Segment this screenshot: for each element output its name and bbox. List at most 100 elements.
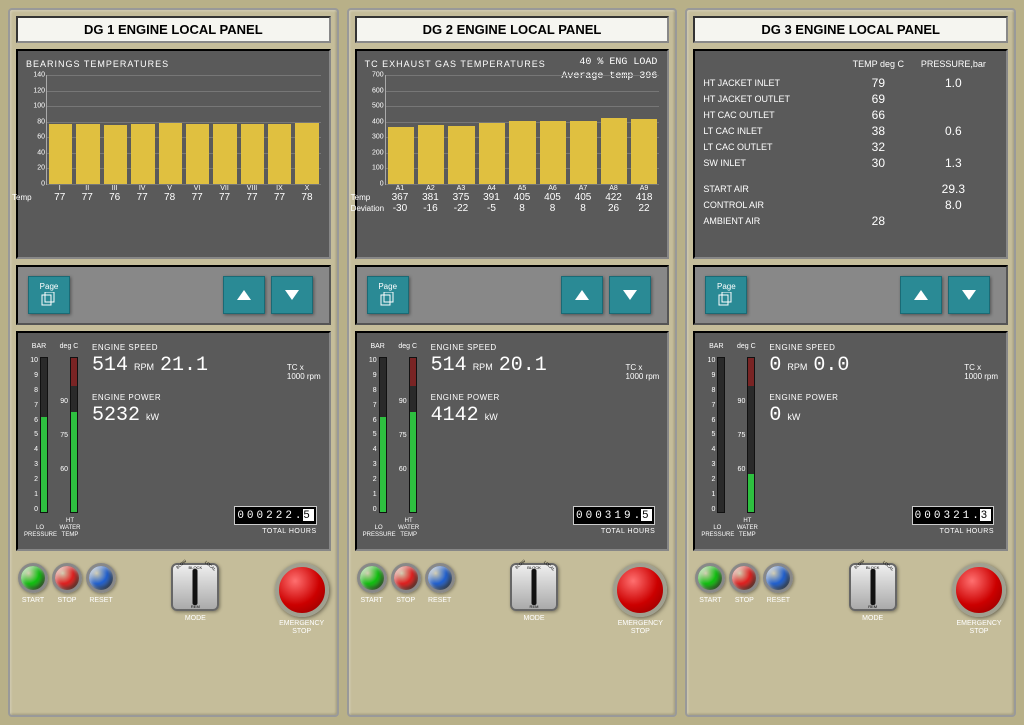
mode-label: MODE <box>185 615 206 622</box>
engine-power-label: ENGINE POWER <box>431 393 660 402</box>
engine-speed-label: ENGINE SPEED <box>769 343 998 352</box>
mode-label: MODE <box>524 615 545 622</box>
reset-button-label: RESET <box>428 597 451 604</box>
tc-label: TC x1000 rpm <box>964 363 998 381</box>
chart-title: BEARINGS TEMPERATURES <box>26 59 321 69</box>
nav-row: Page <box>693 265 1008 325</box>
bar <box>131 124 154 184</box>
reset-button-label: RESET <box>767 597 790 604</box>
down-button[interactable] <box>271 276 313 314</box>
bar <box>241 124 264 184</box>
gauge-screen: BAR109876543210LOPRESSUREdeg C907560HTWA… <box>16 331 331 551</box>
stop-button-label: STOP <box>396 597 415 604</box>
engine-speed-value: 514 <box>431 354 467 377</box>
reset-button[interactable] <box>763 563 793 593</box>
temp-row: Temp367381375391405405405422418 <box>385 192 660 203</box>
bar <box>104 125 127 184</box>
panel-title: DG 3 ENGINE LOCAL PANEL <box>693 16 1008 43</box>
x-axis-labels: A1A2A3A4A5A6A7A8A9 <box>385 185 660 192</box>
emergency-stop-button[interactable] <box>275 563 329 617</box>
deviation-row: Deviation-30-16-22-58882622 <box>385 203 660 214</box>
engine-speed-value: 514 <box>92 354 128 377</box>
emergency-stop-label: EMERGENCYSTOP <box>279 620 324 636</box>
table-row: HT CAC OUTLET66 <box>703 107 998 123</box>
ht-water-gauge: deg C907560HTWATERTEMP <box>56 343 82 539</box>
table-row: HT JACKET OUTLET69 <box>703 91 998 107</box>
upper-screen: BEARINGS TEMPERATURES020406080100120140I… <box>16 49 331 259</box>
lo-pressure-gauge: BAR109876543210LOPRESSURE <box>365 343 391 539</box>
nav-row: Page <box>16 265 331 325</box>
engine-power-label: ENGINE POWER <box>769 393 998 402</box>
bar <box>448 126 474 184</box>
bar <box>631 119 657 184</box>
engine-speed-label: ENGINE SPEED <box>431 343 660 352</box>
up-button[interactable] <box>900 276 942 314</box>
bar <box>479 123 505 184</box>
stop-button[interactable] <box>729 563 759 593</box>
ht-water-gauge: deg C907560HTWATERTEMP <box>395 343 421 539</box>
reset-button[interactable] <box>425 563 455 593</box>
up-button[interactable] <box>223 276 265 314</box>
table-row: START AIR29.3 <box>703 181 998 197</box>
emergency-stop-label: EMERGENCYSTOP <box>618 620 663 636</box>
bar <box>186 124 209 184</box>
page-button[interactable]: Page <box>705 276 747 314</box>
table-row: CONTROL AIR8.0 <box>703 197 998 213</box>
control-row: STARTSTOPRESETBLOWBLOCKLOCALREMMODEEMERG… <box>693 557 1008 636</box>
total-hours: 000319.5TOTAL HOURS <box>573 505 655 535</box>
engine-power-label: ENGINE POWER <box>92 393 321 402</box>
start-button[interactable] <box>695 563 725 593</box>
emergency-stop-button[interactable] <box>952 563 1006 617</box>
tc-rpm-value: 0.0 <box>813 354 849 377</box>
emergency-stop-button[interactable] <box>613 563 667 617</box>
reset-button[interactable] <box>86 563 116 593</box>
engine-power-value: 5232 <box>92 404 140 427</box>
bar <box>268 124 291 184</box>
mode-switch[interactable]: BLOWBLOCKLOCALREM <box>510 563 558 611</box>
up-button[interactable] <box>561 276 603 314</box>
bar <box>159 123 182 184</box>
dg1-panel: DG 1 ENGINE LOCAL PANELBEARINGS TEMPERAT… <box>8 8 339 717</box>
mode-switch[interactable]: BLOWBLOCKLOCALREM <box>849 563 897 611</box>
lo-pressure-gauge: BAR109876543210LOPRESSURE <box>26 343 52 539</box>
emergency-stop-label: EMERGENCYSTOP <box>956 620 1001 636</box>
lo-pressure-gauge: BAR109876543210LOPRESSURE <box>703 343 729 539</box>
start-button[interactable] <box>18 563 48 593</box>
bar-chart: 0100200300400500600700 <box>385 75 660 185</box>
tc-rpm-value: 20.1 <box>499 354 547 377</box>
upper-screen: TC EXHAUST GAS TEMPERATURES40 % ENG LOAD… <box>355 49 670 259</box>
start-button[interactable] <box>357 563 387 593</box>
bar <box>601 118 627 184</box>
bar <box>388 127 414 184</box>
mode-switch[interactable]: BLOWBLOCKLOCALREM <box>171 563 219 611</box>
tc-rpm-value: 21.1 <box>160 354 208 377</box>
tc-label: TC x1000 rpm <box>287 363 321 381</box>
down-button[interactable] <box>948 276 990 314</box>
temp-row: Temp77777677787777777778 <box>46 192 321 203</box>
stop-button[interactable] <box>52 563 82 593</box>
gauge-screen: BAR109876543210LOPRESSUREdeg C907560HTWA… <box>355 331 670 551</box>
tc-label: TC x1000 rpm <box>626 363 660 381</box>
bar <box>509 121 535 184</box>
total-hours: 000222.5TOTAL HOURS <box>234 505 316 535</box>
panel-title: DG 2 ENGINE LOCAL PANEL <box>355 16 670 43</box>
down-button[interactable] <box>609 276 651 314</box>
engine-power-value: 0 <box>769 404 781 427</box>
page-button[interactable]: Page <box>367 276 409 314</box>
engine-speed-value: 0 <box>769 354 781 377</box>
reset-button-label: RESET <box>89 597 112 604</box>
mode-label: MODE <box>862 615 883 622</box>
table-row: LT CAC INLET380.6 <box>703 123 998 139</box>
bar <box>418 125 444 184</box>
x-axis-labels: IIIIIIIVVVIVIIVIIIIXX <box>46 185 321 192</box>
start-button-label: START <box>361 597 383 604</box>
dg3-panel: DG 3 ENGINE LOCAL PANEL TEMP deg CPRESSUR… <box>685 8 1016 717</box>
bar <box>295 123 318 184</box>
table-row: SW INLET301.3 <box>703 155 998 171</box>
page-button[interactable]: Page <box>28 276 70 314</box>
upper-screen: TEMP deg CPRESSURE,barHT JACKET INLET791… <box>693 49 1008 259</box>
bar <box>49 124 72 184</box>
table-row: HT JACKET INLET791.0 <box>703 75 998 91</box>
table-row: AMBIENT AIR28 <box>703 213 998 229</box>
stop-button[interactable] <box>391 563 421 593</box>
